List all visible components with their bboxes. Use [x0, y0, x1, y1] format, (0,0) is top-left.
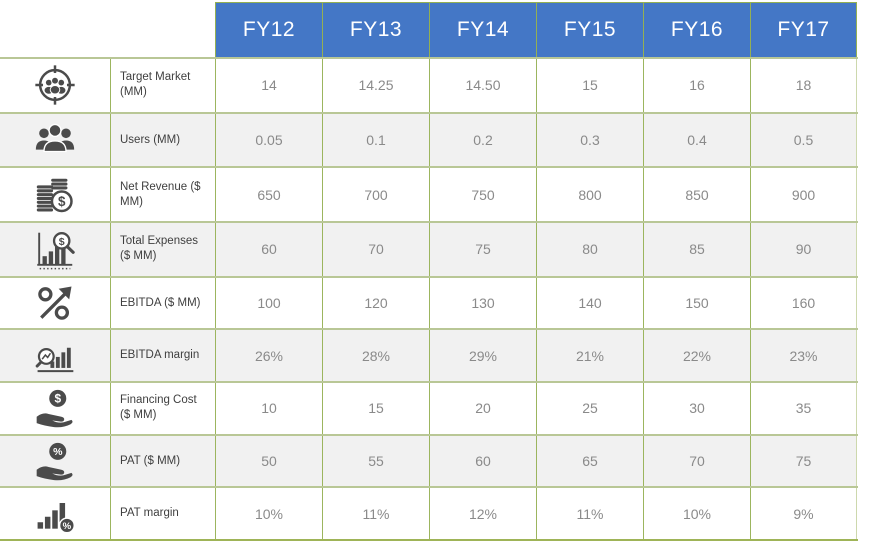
cell-financing-cost-fy12: 10	[215, 383, 322, 434]
cell-users-fy14: 0.2	[429, 113, 536, 167]
svg-text:$: $	[54, 392, 61, 406]
cell-pat-fy13: 55	[322, 435, 429, 487]
cell-target-market-fy12: 14	[215, 59, 322, 112]
table-row-ebitda-margin: EBITDA margin 26% 28% 29% 21% 22% 23%	[0, 328, 858, 382]
table-row-target-market: Target Market (MM) 14 14.25 14.50 15 16 …	[0, 57, 858, 112]
table-row-total-expenses: $ Total Expenses ($ MM) 60 70 75 80 85 9…	[0, 221, 858, 276]
header-spacer-label-col	[110, 2, 215, 57]
column-header-fy16: FY16	[643, 2, 750, 57]
cell-ebitda-fy16: 150	[643, 277, 750, 329]
cell-ebitda-margin-fy17: 23%	[750, 330, 857, 382]
table-row-pat: % PAT ($ MM) 50 55 60 65 70 75	[0, 433, 858, 487]
cell-pat-margin-fy13: 11%	[322, 488, 429, 540]
magnifier-bars-icon	[35, 347, 74, 372]
cell-target-market-fy13: 14.25	[322, 59, 429, 112]
cell-total-expenses-fy12: 60	[215, 223, 322, 276]
coins-dollar-icon: $	[36, 178, 73, 212]
cell-ebitda-fy12: 100	[215, 277, 322, 329]
table-row-net-revenue: $ Net Revenue ($ MM) 650 700 750 800 850…	[0, 166, 858, 222]
row-label: Users (MM)	[110, 113, 215, 167]
row-label: Total Expenses ($ MM)	[110, 223, 215, 276]
hand-dollar-coin-icon: $	[36, 390, 73, 428]
cell-users-fy12: 0.05	[215, 113, 322, 167]
svg-text:$: $	[59, 237, 65, 249]
column-header-fy15: FY15	[536, 2, 643, 57]
cell-pat-fy15: 65	[536, 435, 643, 487]
cell-pat-margin-fy15: 11%	[536, 488, 643, 540]
cell-ebitda-fy13: 120	[322, 277, 429, 329]
cell-pat-fy12: 50	[215, 435, 322, 487]
table-row-ebitda: EBITDA ($ MM) 100 120 130 140 150 160	[0, 275, 858, 329]
svg-text:$: $	[58, 194, 66, 209]
cell-ebitda-margin-fy13: 28%	[322, 330, 429, 382]
cell-pat-fy17: 75	[750, 435, 857, 487]
table-row-users: Users (MM) 0.05 0.1 0.2 0.3 0.4 0.5	[0, 111, 858, 167]
row-label: PAT margin	[110, 488, 215, 540]
cell-ebitda-margin-fy14: 29%	[429, 330, 536, 382]
users-group-icon	[35, 123, 75, 153]
cell-pat-margin-fy16: 10%	[643, 488, 750, 540]
bars-percent-badge-icon: %	[37, 502, 75, 534]
cell-pat-fy14: 60	[429, 435, 536, 487]
cell-total-expenses-fy14: 75	[429, 223, 536, 276]
cell-total-expenses-fy16: 85	[643, 223, 750, 276]
row-label: Financing Cost ($ MM)	[110, 383, 215, 434]
cell-target-market-fy15: 15	[536, 59, 643, 112]
table-header-row: FY12 FY13 FY14 FY15 FY16 FY17	[0, 2, 858, 57]
row-label: EBITDA margin	[110, 330, 215, 382]
table-row-financing-cost: $ Financing Cost ($ MM) 10 15 20 25 30 3…	[0, 381, 858, 434]
cell-target-market-fy14: 14.50	[429, 59, 536, 112]
cell-net-revenue-fy14: 750	[429, 168, 536, 222]
row-label: EBITDA ($ MM)	[110, 277, 215, 329]
cell-pat-fy16: 70	[643, 435, 750, 487]
cell-target-market-fy17: 18	[750, 59, 857, 112]
cell-users-fy16: 0.4	[643, 113, 750, 167]
hand-percent-coin-icon: %	[36, 442, 73, 481]
cell-pat-margin-fy17: 9%	[750, 488, 857, 540]
cell-total-expenses-fy17: 90	[750, 223, 857, 276]
svg-text:%: %	[53, 446, 63, 458]
cell-ebitda-margin-fy12: 26%	[215, 330, 322, 382]
cell-financing-cost-fy15: 25	[536, 383, 643, 434]
row-label: Net Revenue ($ MM)	[110, 168, 215, 222]
cell-net-revenue-fy15: 800	[536, 168, 643, 222]
cell-users-fy17: 0.5	[750, 113, 857, 167]
column-header-fy17: FY17	[750, 2, 857, 57]
target-market-icon	[35, 65, 75, 105]
cell-financing-cost-fy13: 15	[322, 383, 429, 434]
cell-ebitda-margin-fy16: 22%	[643, 330, 750, 382]
cell-ebitda-fy14: 130	[429, 277, 536, 329]
expenses-chart-magnifier-icon: $	[37, 232, 75, 270]
cell-net-revenue-fy17: 900	[750, 168, 857, 222]
column-header-fy12: FY12	[215, 2, 322, 57]
cell-financing-cost-fy17: 35	[750, 383, 857, 434]
cell-target-market-fy16: 16	[643, 59, 750, 112]
header-spacer-icon-col	[0, 2, 110, 57]
table-row-pat-margin: % PAT margin 10% 11% 12% 11% 10% 9%	[0, 486, 858, 540]
cell-total-expenses-fy13: 70	[322, 223, 429, 276]
cell-ebitda-fy17: 160	[750, 277, 857, 329]
cell-financing-cost-fy16: 30	[643, 383, 750, 434]
cell-ebitda-fy15: 140	[536, 277, 643, 329]
svg-text:%: %	[63, 521, 72, 532]
cell-users-fy13: 0.1	[322, 113, 429, 167]
cell-pat-margin-fy14: 12%	[429, 488, 536, 540]
column-header-fy14: FY14	[429, 2, 536, 57]
cell-net-revenue-fy13: 700	[322, 168, 429, 222]
percent-growth-arrow-icon	[38, 286, 72, 320]
cell-pat-margin-fy12: 10%	[215, 488, 322, 540]
financial-table: FY12 FY13 FY14 FY15 FY16 FY17	[0, 2, 858, 541]
row-label: Target Market (MM)	[110, 59, 215, 112]
cell-ebitda-margin-fy15: 21%	[536, 330, 643, 382]
cell-net-revenue-fy12: 650	[215, 168, 322, 222]
column-header-fy13: FY13	[322, 2, 429, 57]
cell-users-fy15: 0.3	[536, 113, 643, 167]
cell-net-revenue-fy16: 850	[643, 168, 750, 222]
row-label: PAT ($ MM)	[110, 435, 215, 487]
cell-total-expenses-fy15: 80	[536, 223, 643, 276]
cell-financing-cost-fy14: 20	[429, 383, 536, 434]
